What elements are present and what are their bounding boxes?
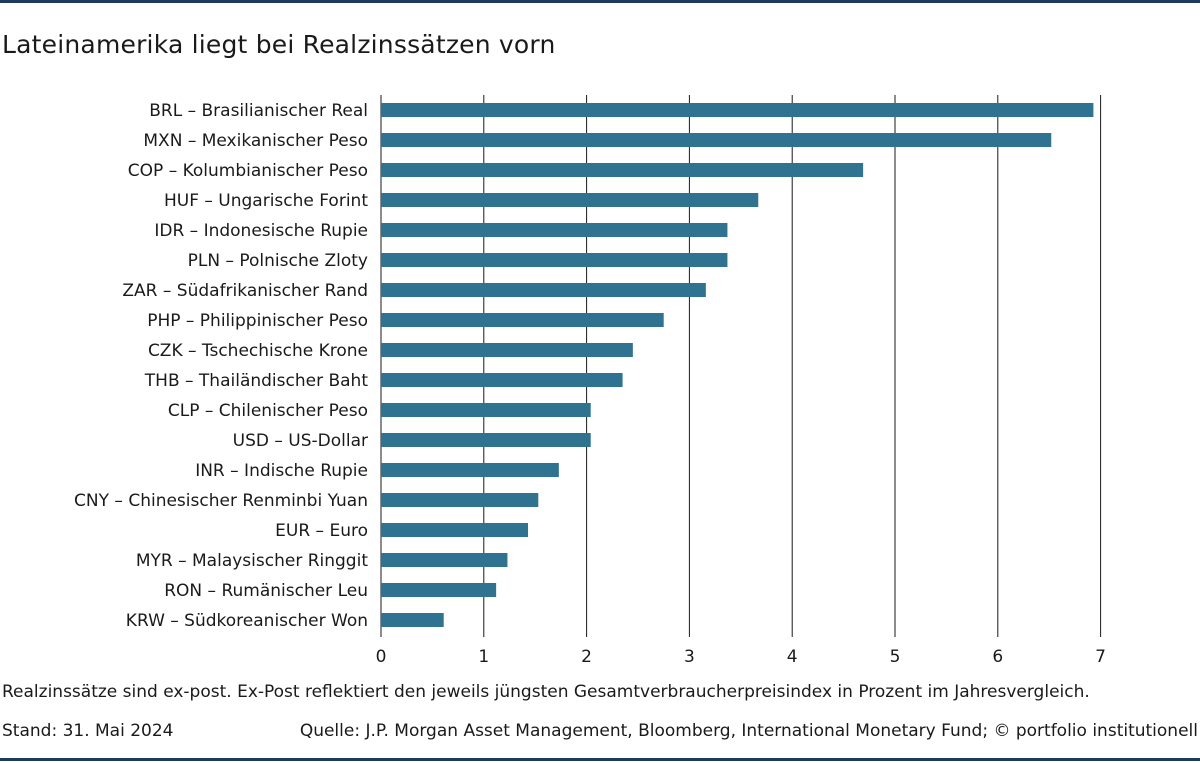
category-label: BRL – Brasilianischer Real xyxy=(149,101,368,121)
bar-mxn xyxy=(381,133,1052,147)
x-tick-label: 1 xyxy=(478,647,489,667)
category-label: MXN – Mexikanischer Peso xyxy=(143,131,368,151)
category-label: MYR – Malaysischer Ringgit xyxy=(136,551,368,571)
category-label: PLN – Polnische Zloty xyxy=(188,251,368,271)
category-label: CLP – Chilenischer Peso xyxy=(168,401,368,421)
category-label: PHP – Philippinischer Peso xyxy=(147,311,368,331)
bar-inr xyxy=(381,463,559,477)
top-rule xyxy=(0,0,1200,3)
bar-cop xyxy=(381,163,864,177)
bar-usd xyxy=(381,433,591,447)
footnote-date: Stand: 31. Mai 2024 xyxy=(2,721,174,741)
category-label: HUF – Ungarische Forint xyxy=(164,191,368,211)
gridlines xyxy=(380,95,1102,637)
bar-ron xyxy=(381,583,497,597)
category-label: IDR – Indonesische Rupie xyxy=(154,221,368,241)
bar-eur xyxy=(381,523,529,537)
bar-myr xyxy=(381,553,508,567)
footnote-source: Quelle: J.P. Morgan Asset Management, Bl… xyxy=(299,721,1198,741)
bar-krw xyxy=(381,613,444,627)
bar-brl xyxy=(381,103,1094,117)
category-label: CZK – Tschechische Krone xyxy=(148,341,368,361)
chart-title: Lateinamerika liegt bei Realzinssätzen v… xyxy=(2,30,556,59)
category-label: THB – Thailändischer Baht xyxy=(144,371,369,391)
bar-zar xyxy=(381,283,706,297)
x-tick-label: 3 xyxy=(684,647,695,667)
bar-thb xyxy=(381,373,623,387)
category-label: CNY – Chinesischer Renminbi Yuan xyxy=(74,491,368,511)
category-label: RON – Rumänischer Leu xyxy=(164,581,368,601)
bar-pln xyxy=(381,253,728,267)
category-label: KRW – Südkoreanischer Won xyxy=(126,611,368,631)
x-tick-label: 7 xyxy=(1095,647,1106,667)
bar-cny xyxy=(381,493,539,507)
x-tick-label: 2 xyxy=(581,647,592,667)
bar-chart: BRL – Brasilianischer Real MXN – Mexikani… xyxy=(74,95,1106,667)
x-tick-label: 0 xyxy=(376,647,387,667)
x-tick-label: 4 xyxy=(787,647,798,667)
bottom-rule xyxy=(0,758,1200,761)
category-label: COP – Kolumbianischer Peso xyxy=(128,161,368,181)
bar-idr xyxy=(381,223,728,237)
x-tick-label: 5 xyxy=(890,647,901,667)
bar-huf xyxy=(381,193,759,207)
category-label: EUR – Euro xyxy=(275,521,368,541)
bar-clp xyxy=(381,403,591,417)
bar-czk xyxy=(381,343,633,357)
category-label: ZAR – Südafrikanischer Rand xyxy=(122,281,368,301)
category-label: USD – US-Dollar xyxy=(233,431,368,451)
x-tick-label: 6 xyxy=(992,647,1003,667)
x-tick-labels: 0 1 2 3 4 5 6 7 xyxy=(376,647,1106,667)
bars xyxy=(381,103,1094,627)
category-label: INR – Indische Rupie xyxy=(195,461,368,481)
footnote-note: Realzinssätze sind ex-post. Ex-Post refl… xyxy=(2,682,1090,702)
category-labels: BRL – Brasilianischer Real MXN – Mexikani… xyxy=(74,101,368,631)
bar-php xyxy=(381,313,664,327)
